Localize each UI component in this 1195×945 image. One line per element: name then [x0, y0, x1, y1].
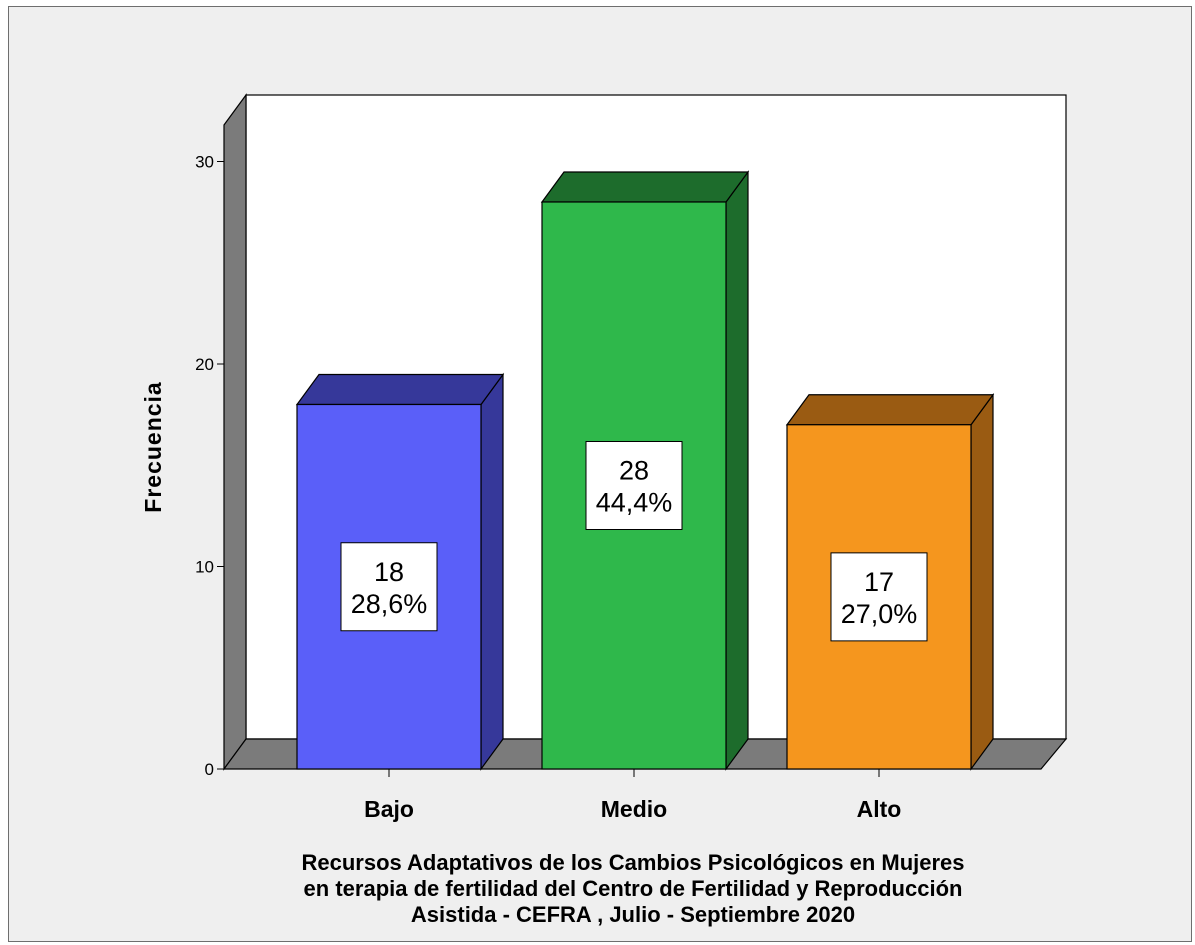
bar-top-face — [785, 394, 995, 426]
y-tick-label: 10 — [195, 558, 214, 577]
data-label-percent: 28,6% — [351, 589, 428, 619]
x-axis: Bajo Medio Alto — [364, 769, 901, 822]
data-label-count: 17 — [864, 567, 894, 597]
bar-side-face — [725, 170, 749, 771]
x-tick-label: Bajo — [364, 796, 414, 822]
data-label-box — [830, 552, 928, 642]
x-axis-label: Recursos Adaptativos de los Cambios Psic… — [301, 850, 964, 927]
data-label-percent: 44,4% — [596, 488, 673, 518]
x-axis-label-line: Recursos Adaptativos de los Cambios Psic… — [301, 850, 964, 875]
bar-top-face — [295, 373, 505, 406]
chart-frame: 0 10 20 30 18 28,6% 28 44,4% 17 27,0% Bajo Medio A… — [8, 6, 1192, 942]
x-tick-label: Alto — [857, 796, 902, 822]
y-axis: 0 10 20 30 — [195, 151, 225, 779]
data-label-box — [340, 542, 438, 632]
data-label-box — [585, 441, 683, 530]
y-axis-label: Frecuencia — [140, 381, 166, 512]
x-tick-label: Medio — [601, 796, 667, 822]
data-label-count: 18 — [374, 557, 404, 587]
y-tick-label: 0 — [205, 760, 214, 779]
data-label-count: 28 — [619, 456, 649, 486]
data-label-percent: 27,0% — [841, 599, 918, 629]
bar-top-face — [540, 171, 750, 203]
y-tick-label: 30 — [195, 153, 214, 172]
x-axis-label-line: Asistida - CEFRA , Julio - Septiembre 20… — [411, 902, 855, 927]
y-tick-label: 20 — [195, 355, 214, 374]
bar-side-face — [480, 372, 504, 771]
plot-side-wall — [223, 93, 247, 771]
bar-side-face — [970, 392, 994, 771]
x-axis-label-line: en terapia de fertilidad del Centro de F… — [304, 876, 963, 901]
